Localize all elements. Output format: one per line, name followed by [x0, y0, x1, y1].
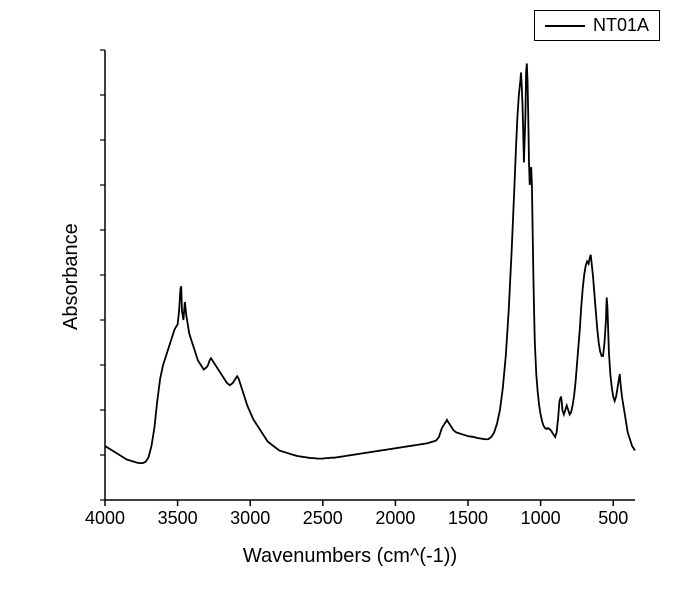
x-tick-label: 4000	[80, 508, 130, 529]
x-tick-label: 2500	[298, 508, 348, 529]
x-axis-label: Wavenumbers (cm^(-1))	[243, 545, 457, 568]
legend-label: NT01A	[593, 15, 649, 36]
plot-area	[105, 50, 635, 500]
spectrum-trace	[105, 64, 635, 464]
x-tick-label: 2000	[370, 508, 420, 529]
x-tick-label: 3000	[225, 508, 275, 529]
x-tick-label: 1000	[516, 508, 566, 529]
x-tick-label: 3500	[153, 508, 203, 529]
x-tick-label: 1500	[443, 508, 493, 529]
legend-line-swatch	[545, 25, 585, 27]
ir-spectrum-chart: NT01A 4000 3500 3000 2500 2000 1500 1000 500 Wa…	[0, 0, 700, 593]
x-tick-label: 500	[588, 508, 638, 529]
chart-legend: NT01A	[534, 10, 660, 41]
plot-svg	[97, 46, 643, 510]
y-axis-label: Absorbance	[60, 223, 83, 330]
